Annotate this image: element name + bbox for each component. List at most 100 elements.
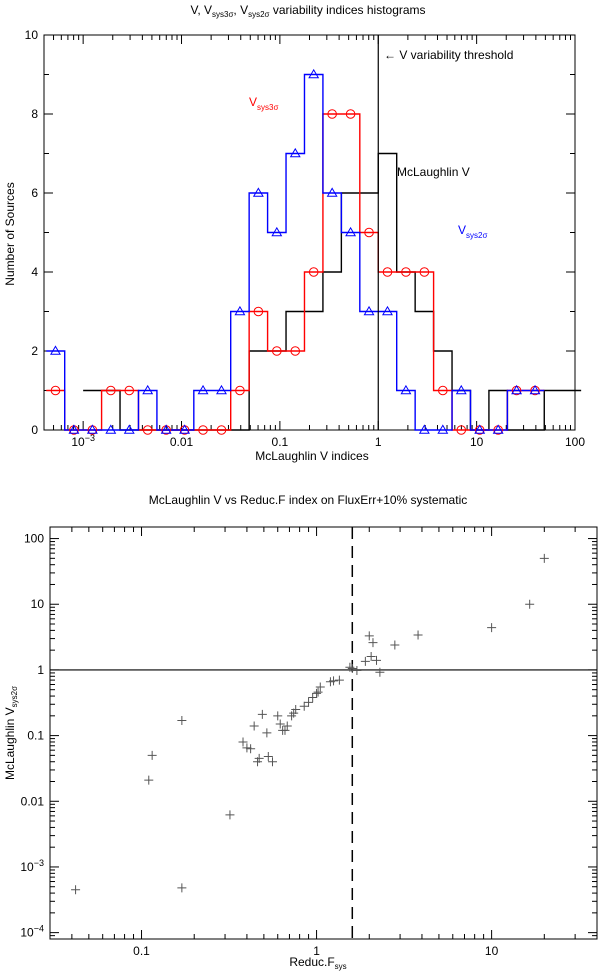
circle-marker (308, 267, 319, 277)
scatter-point (390, 640, 400, 650)
x-tick-label: 1 (375, 435, 382, 449)
scatter-point (364, 631, 374, 641)
triangle-marker (382, 305, 393, 316)
triangle-marker (123, 424, 135, 434)
triangle-marker (345, 226, 357, 237)
scatter-point (360, 656, 370, 666)
scatter-point (289, 708, 299, 718)
scatter-points (71, 553, 549, 895)
circle-marker (142, 425, 153, 435)
histogram-y-label: Number of Sources (3, 182, 17, 285)
circle-marker (345, 109, 356, 119)
y-tick-label: 4 (31, 265, 38, 279)
x-tick-label: 0.01 (170, 435, 194, 449)
scatter-point (345, 662, 355, 672)
y-tick-label: 8 (31, 107, 38, 121)
histogram-markers (50, 68, 541, 435)
series-triangle-step (46, 73, 545, 431)
circle-marker (198, 425, 208, 435)
scatter-point (238, 737, 248, 747)
scatter-point (312, 688, 322, 698)
scatter-point (262, 728, 272, 738)
scatter-point (254, 753, 264, 763)
triangle-marker (216, 384, 227, 395)
y-tick-label: 100 (24, 532, 44, 546)
circle-marker (272, 346, 282, 356)
scatter-point (71, 885, 81, 895)
scatter-point (299, 701, 309, 711)
x-tick-label: 0.1 (272, 435, 289, 449)
scatter-point (273, 711, 283, 721)
scatter-point (249, 721, 259, 731)
triangle-marker (308, 68, 320, 79)
circle-marker (124, 385, 135, 396)
triangle-marker (86, 424, 98, 434)
histogram-plot-frame (43, 34, 576, 431)
histogram-title: V, Vsys3σ, Vsys2σ variability indices hi… (190, 3, 425, 19)
scatter-point (308, 693, 318, 703)
y-tick-label: 0.1 (27, 729, 44, 743)
scatter-point (225, 810, 235, 820)
scatter-point (267, 757, 277, 767)
threshold-label: ← V variability threshold (384, 48, 513, 62)
triangle-marker (234, 305, 246, 316)
scatter-point (177, 715, 187, 725)
scatter-point (315, 682, 325, 692)
scatter-point (147, 750, 157, 760)
scatter-point (242, 743, 252, 753)
scatter-point (291, 704, 301, 714)
x-tick-label: 0.1 (133, 944, 150, 958)
y-tick-label: 1 (37, 663, 44, 677)
histogram-x-label: McLaughlin V indices (255, 449, 368, 463)
scatter-panel: McLaughlin V vs Reduc.F index on FluxErr… (3, 493, 598, 971)
triangle-marker (363, 305, 375, 316)
scatter-point (487, 623, 497, 633)
triangle-marker (142, 384, 154, 395)
scatter-point (263, 752, 273, 762)
triangle-marker (400, 384, 412, 395)
y-tick-label: 10 (25, 28, 39, 42)
x-tick-label: 100 (565, 435, 585, 449)
y-tick-label: 0.01 (21, 794, 45, 808)
triangle-marker (418, 424, 430, 434)
scatter-y-label: McLaughlin Vsys2σ (3, 686, 19, 780)
scatter-point (313, 687, 323, 697)
histogram-panel: V, Vsys3σ, Vsys2σ variability indices hi… (3, 3, 585, 463)
circle-marker (382, 267, 393, 277)
scatter-point (246, 744, 256, 754)
circle-marker (235, 385, 245, 396)
triangle-marker (50, 345, 61, 355)
scatter-point (372, 655, 382, 665)
triangle-marker (326, 187, 338, 197)
scatter-point (375, 667, 385, 677)
scatter-point (329, 676, 339, 686)
y-tick-label: 10−3 (20, 858, 44, 874)
scatter-point (347, 664, 357, 674)
circle-marker (456, 425, 467, 435)
series-circle-step (46, 113, 545, 431)
triangle-marker (271, 226, 283, 237)
circle-marker (419, 267, 430, 277)
triangle-marker (197, 384, 209, 395)
scatter-point (539, 553, 549, 563)
x-tick-label: 10−3 (71, 433, 95, 449)
triangle-marker (252, 187, 264, 197)
circle-marker (106, 385, 116, 396)
triangle-marker (492, 424, 504, 434)
circle-marker (253, 306, 264, 317)
triangle-marker (511, 384, 523, 395)
y-tick-label: 10 (31, 597, 45, 611)
histogram-series (46, 73, 582, 431)
scatter-point (144, 775, 154, 785)
scatter-point (352, 665, 362, 675)
legend-vsys3-label: Vsys3σ (249, 95, 278, 112)
scatter-point (413, 630, 423, 640)
triangle-marker (289, 147, 301, 158)
scatter-point (304, 697, 314, 707)
legend-vsys2-label: Vsys2σ (458, 223, 487, 240)
x-tick-label: 10 (470, 435, 484, 449)
scatter-point (275, 719, 285, 729)
scatter-point (177, 883, 187, 893)
legend-mclaughlin-label: McLaughlin V (397, 165, 470, 179)
